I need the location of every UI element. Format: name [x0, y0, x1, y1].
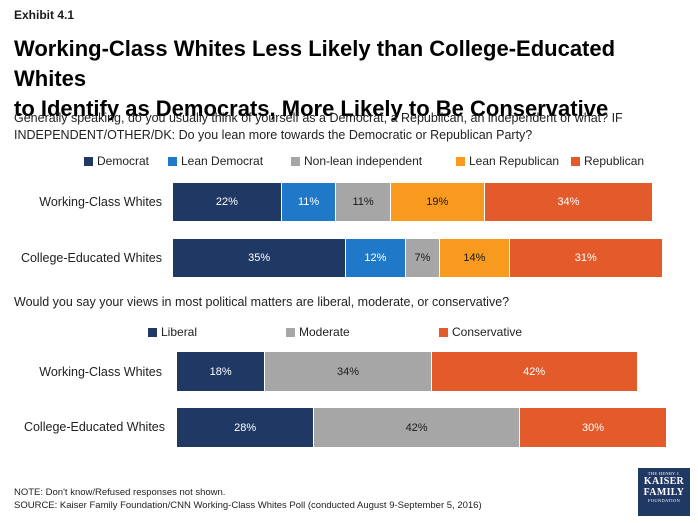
source-note: SOURCE: Kaiser Family Foundation/CNN Wor…: [14, 500, 482, 511]
bar-segment-liberal: 18%: [177, 352, 266, 391]
legend-swatch: [148, 327, 157, 337]
legend-item-conservative: Conservative: [439, 325, 522, 339]
legend-item-democrat: Democrat: [84, 154, 149, 168]
bar-segment-republican: 34%: [484, 183, 654, 221]
bar-segment-lean-democrat: 11%: [281, 183, 337, 221]
legend-item-non-lean-independent: Non-lean independent: [291, 154, 422, 168]
legend-item-lean-democrat: Lean Democrat: [168, 154, 263, 168]
ideology-bar-working-class: 18% 34% 42%: [177, 352, 638, 391]
bar-segment-lean-democrat: 12%: [346, 239, 406, 277]
bar-segment-democrat: 22%: [173, 183, 282, 221]
bar-segment-non-lean-independent: 11%: [336, 183, 391, 221]
party-question-line-2: INDEPENDENT/OTHER/DK: Do you lean more t…: [14, 128, 533, 142]
exhibit-label: Exhibit 4.1: [14, 8, 75, 22]
bar-segment-non-lean-independent: 7%: [405, 239, 441, 277]
ideology-row-label-college-educated: College-Educated Whites: [23, 420, 165, 434]
legend-label: Conservative: [452, 325, 523, 339]
legend-swatch: [286, 327, 295, 337]
legend-swatch: [571, 156, 580, 166]
legend-item-moderate: Moderate: [286, 325, 350, 339]
party-question: Generally speaking, do you usually think…: [14, 110, 623, 144]
legend-item-republican: Republican: [571, 154, 644, 168]
logo-line-1: THE HENRY J.: [647, 471, 681, 476]
legend-label: Democrat: [97, 154, 150, 168]
logo-line-4: FOUNDATION: [648, 498, 680, 503]
legend-swatch: [439, 327, 448, 337]
bar-segment-moderate: 34%: [265, 352, 432, 391]
ideology-question: Would you say your views in most politic…: [14, 295, 510, 309]
footnote: NOTE: Don't know/Refused responses not s…: [14, 487, 226, 498]
party-question-line-1: Generally speaking, do you usually think…: [14, 111, 623, 125]
bar-segment-liberal: 28%: [177, 408, 315, 447]
bar-segment-conservative: 42%: [431, 352, 638, 391]
title-line-1: Working-Class Whites Less Likely than Co…: [14, 36, 616, 91]
legend-item-lean-republican: Lean Republican: [456, 154, 559, 168]
legend-label: Republican: [584, 154, 645, 168]
bar-segment-lean-republican: 14%: [440, 239, 510, 277]
bar-segment-moderate: 42%: [314, 408, 520, 447]
legend-swatch: [84, 156, 93, 166]
legend-item-liberal: Liberal: [148, 325, 197, 339]
legend-label: Liberal: [161, 325, 198, 339]
logo-line-3: FAMILY: [643, 487, 685, 498]
party-bar-working-class: 22% 11% 11% 19% 34%: [173, 183, 654, 221]
legend-label: Moderate: [299, 325, 350, 339]
legend-swatch: [456, 156, 465, 166]
logo-line-2: KAISER: [643, 476, 685, 487]
ideology-bar-college-educated: 28% 42% 30%: [177, 408, 667, 447]
party-row-label-college-educated: College-Educated Whites: [20, 251, 162, 265]
bar-segment-republican: 31%: [509, 239, 664, 277]
kff-logo: THE HENRY J. KAISER FAMILY FOUNDATION: [638, 468, 690, 516]
ideology-row-label-working-class: Working-Class Whites: [39, 365, 162, 379]
party-bar-college-educated: 35% 12% 7% 14% 31%: [173, 239, 664, 277]
legend-swatch: [168, 156, 177, 166]
legend-label: Lean Republican: [469, 154, 560, 168]
bar-segment-conservative: 30%: [519, 408, 667, 447]
legend-label: Lean Democrat: [181, 154, 264, 168]
legend-label: Non-lean independent: [304, 154, 423, 168]
bar-segment-democrat: 35%: [173, 239, 347, 277]
chart-title: Working-Class Whites Less Likely than Co…: [14, 34, 689, 124]
legend-swatch: [291, 156, 300, 166]
party-row-label-working-class: Working-Class Whites: [39, 195, 162, 209]
title-line-2: to Identify as Democrats, More Likely to…: [14, 96, 609, 121]
bar-segment-lean-republican: 19%: [390, 183, 485, 221]
